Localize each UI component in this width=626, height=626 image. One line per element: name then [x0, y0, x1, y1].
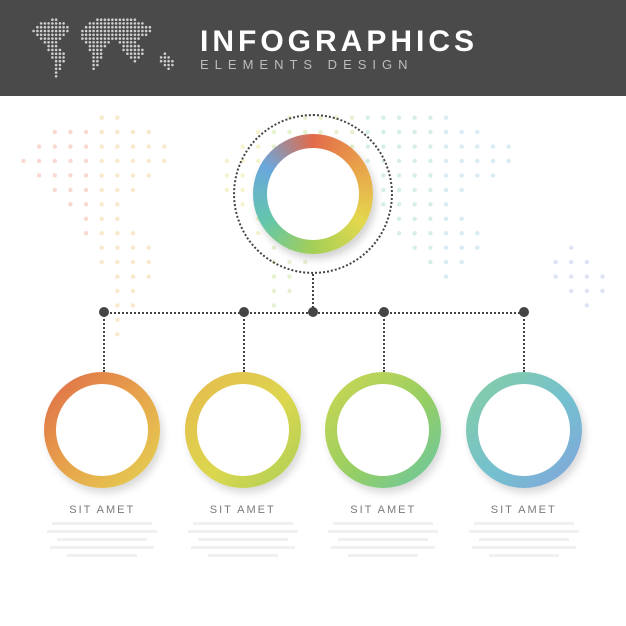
placeholder-line — [348, 554, 418, 557]
hub-gradient-ring — [253, 134, 373, 254]
placeholder-line — [47, 530, 157, 533]
placeholder-line — [338, 538, 428, 541]
children-row: SIT AMET SIT AMET SIT AMET SIT AMET — [0, 372, 626, 566]
placeholder-line — [469, 530, 579, 533]
child-gradient-ring — [325, 372, 441, 488]
placeholder-line — [472, 546, 576, 549]
placeholder-line — [57, 538, 147, 541]
placeholder-line — [67, 554, 137, 557]
child-label: SIT AMET — [350, 504, 416, 516]
main-canvas: SIT AMET SIT AMET SIT AMET SIT AMET — [0, 96, 626, 626]
child-item: SIT AMET — [41, 372, 163, 566]
child-gradient-ring — [466, 372, 582, 488]
placeholder-line — [188, 530, 298, 533]
placeholder-line — [52, 522, 152, 525]
connector-branch-node-icon — [239, 307, 249, 317]
connector-center-node-icon — [308, 307, 318, 317]
header-text-block: INFOGRAPHICS ELEMENTS DESIGN — [200, 25, 478, 72]
child-item: SIT AMET — [463, 372, 585, 566]
placeholder-line — [474, 522, 574, 525]
placeholder-line — [333, 522, 433, 525]
child-item: SIT AMET — [322, 372, 444, 566]
connector-branch — [103, 312, 105, 372]
placeholder-line — [479, 538, 569, 541]
child-label: SIT AMET — [210, 504, 276, 516]
child-placeholder-text — [42, 522, 162, 566]
child-placeholder-text — [183, 522, 303, 566]
child-placeholder-text — [464, 522, 584, 566]
child-gradient-ring — [44, 372, 160, 488]
placeholder-line — [331, 546, 435, 549]
placeholder-line — [191, 546, 295, 549]
placeholder-line — [489, 554, 559, 557]
placeholder-line — [198, 538, 288, 541]
header-bar: INFOGRAPHICS ELEMENTS DESIGN — [0, 0, 626, 96]
placeholder-line — [208, 554, 278, 557]
child-label: SIT AMET — [69, 504, 135, 516]
connector-branch-node-icon — [99, 307, 109, 317]
connector-branch-node-icon — [379, 307, 389, 317]
placeholder-line — [328, 530, 438, 533]
child-placeholder-text — [323, 522, 443, 566]
header-title: INFOGRAPHICS — [200, 25, 478, 59]
connector-branch — [383, 312, 385, 372]
connector-branch-node-icon — [519, 307, 529, 317]
header-world-map-icon — [28, 14, 178, 82]
child-item: SIT AMET — [182, 372, 304, 566]
connector-branch — [523, 312, 525, 372]
placeholder-line — [50, 546, 154, 549]
header-subtitle: ELEMENTS DESIGN — [200, 57, 478, 72]
connector-branch — [243, 312, 245, 372]
child-label: SIT AMET — [491, 504, 557, 516]
child-gradient-ring — [185, 372, 301, 488]
placeholder-line — [193, 522, 293, 525]
